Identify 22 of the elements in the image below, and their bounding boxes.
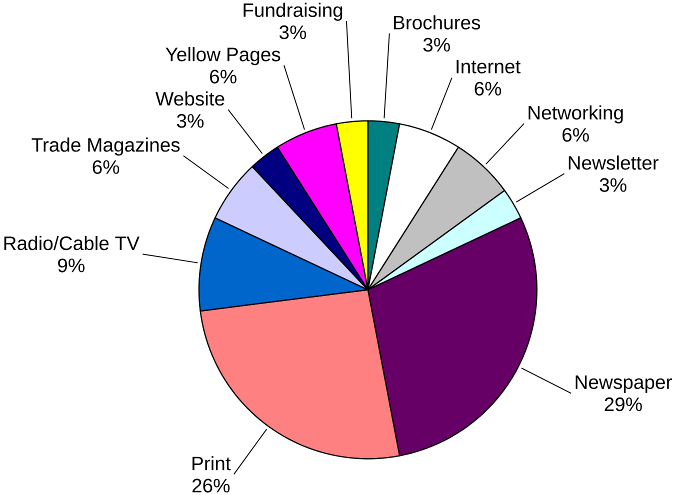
slice-label: Internet	[456, 60, 521, 74]
slice-label: Website	[156, 91, 224, 106]
data-label: 3%	[600, 178, 626, 192]
data-label: 9%	[58, 258, 85, 272]
data-label: 26%	[192, 478, 230, 492]
slice-label: Print	[192, 456, 231, 470]
data-label: 6%	[210, 70, 236, 84]
slice-label: Radio/Cable TV	[4, 236, 140, 250]
slice-label: Yellow Pages	[166, 46, 280, 66]
data-label: 3%	[423, 38, 450, 52]
slice-label: Networking	[528, 105, 623, 124]
data-label: 29%	[604, 397, 642, 412]
data-label: 3%	[176, 114, 204, 128]
slice-label: Brochures	[394, 15, 480, 30]
slice-label: Newsletter	[568, 155, 659, 170]
slice-label: Trade Magazines	[32, 137, 180, 156]
data-label: 6%	[92, 160, 120, 174]
data-label: 6%	[474, 82, 502, 96]
data-label: 6%	[562, 128, 589, 142]
data-label: 3%	[280, 25, 306, 40]
slice-label: Fundraising	[244, 2, 342, 21]
slice-label: Newspaper	[576, 375, 672, 393]
